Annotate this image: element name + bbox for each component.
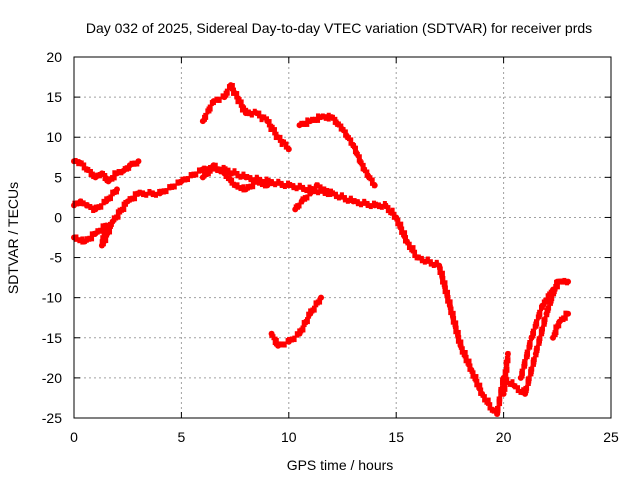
y-axis-label: SDTVAR / TECUs: [5, 182, 21, 294]
data-point: [565, 311, 571, 317]
y-tick-label: -15: [42, 330, 62, 346]
data-point: [372, 182, 378, 188]
data-point: [135, 158, 141, 164]
y-tick-label: 20: [46, 49, 62, 65]
y-tick-label: -10: [42, 290, 62, 306]
y-tick-label: -25: [42, 410, 62, 426]
y-tick-label: 10: [46, 129, 62, 145]
data-point: [505, 351, 511, 357]
x-tick-label: 0: [70, 429, 78, 445]
x-tick-label: 10: [281, 429, 297, 445]
y-tick-label: 0: [54, 209, 62, 225]
y-tick-label: -20: [42, 370, 62, 386]
y-tick-label: 15: [46, 89, 62, 105]
chart-title: Day 032 of 2025, Sidereal Day-to-day VTE…: [86, 20, 592, 36]
data-point: [264, 182, 270, 188]
x-tick-label: 15: [388, 429, 404, 445]
data-point: [565, 279, 571, 285]
y-tick-label: 5: [54, 169, 62, 185]
data-point: [286, 146, 292, 152]
data-point: [329, 190, 335, 196]
y-tick-label: -5: [50, 250, 63, 266]
x-tick-label: 5: [178, 429, 186, 445]
x-axis-label: GPS time / hours: [287, 457, 394, 473]
chart-area: Day 032 of 2025, Sidereal Day-to-day VTE…: [0, 0, 640, 480]
x-tick-label: 20: [496, 429, 512, 445]
data-point: [114, 186, 120, 192]
data-point: [318, 295, 324, 301]
x-tick-label: 25: [603, 429, 619, 445]
